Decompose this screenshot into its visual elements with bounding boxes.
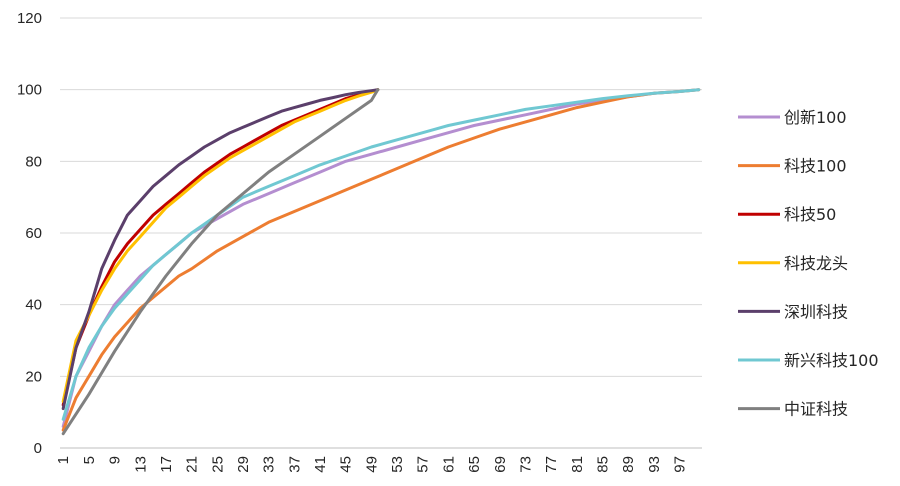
series-line-0 xyxy=(61,88,701,428)
y-tick-label: 100 xyxy=(17,82,42,99)
x-tick-label: 69 xyxy=(492,456,509,473)
x-tick-label: 85 xyxy=(594,456,611,473)
series-line-2 xyxy=(61,88,380,407)
x-tick-label: 73 xyxy=(517,456,534,473)
legend-label: 新兴科技100 xyxy=(784,351,879,370)
y-tick-label: 80 xyxy=(25,153,42,170)
x-tick-label: 45 xyxy=(338,456,355,473)
gridlines xyxy=(60,17,702,377)
x-tick-label: 17 xyxy=(158,456,175,473)
x-tick-label: 33 xyxy=(261,456,278,473)
x-tick-label: 9 xyxy=(107,456,124,464)
x-tick-label: 53 xyxy=(389,456,406,473)
x-tick-label: 13 xyxy=(132,456,149,473)
x-tick-label: 37 xyxy=(286,456,303,473)
x-tick-label: 81 xyxy=(569,456,586,473)
legend-label: 创新100 xyxy=(784,108,847,127)
legend-label: 科技50 xyxy=(784,205,836,224)
x-tick-label: 61 xyxy=(440,456,457,473)
x-tick-label: 5 xyxy=(81,456,98,464)
series-lines xyxy=(61,88,701,436)
legend-label: 中证科技 xyxy=(784,400,848,419)
y-tick-label: 20 xyxy=(25,368,42,385)
y-tick-label: 60 xyxy=(25,225,42,242)
y-tick-label: 0 xyxy=(34,440,42,457)
series-line-4 xyxy=(61,88,380,411)
legend-label: 科技100 xyxy=(784,157,847,176)
legend-label: 深圳科技 xyxy=(784,302,848,321)
y-axis-tick-labels: 0 20 40 60 80 100 120 xyxy=(17,10,42,457)
x-tick-label: 77 xyxy=(543,456,560,473)
series-line-5 xyxy=(61,88,701,421)
x-tick-label: 97 xyxy=(672,456,689,473)
x-tick-label: 21 xyxy=(184,456,201,473)
x-tick-label: 93 xyxy=(646,456,663,473)
x-tick-label: 65 xyxy=(466,456,483,473)
series-line-1 xyxy=(61,88,701,432)
x-tick-label: 41 xyxy=(312,456,329,473)
x-tick-label: 57 xyxy=(415,456,432,473)
legend-label: 科技龙头 xyxy=(784,254,848,273)
series-line-6 xyxy=(61,88,380,436)
x-tick-label: 25 xyxy=(209,456,226,473)
x-tick-label: 1 xyxy=(55,456,72,464)
x-tick-label: 49 xyxy=(363,456,380,473)
x-axis-tick-labels: 1 5 9 13 17 21 25 29 33 37 41 45 49 53 57 61 65 69 73 77 81 8… xyxy=(55,456,688,473)
series-line-3 xyxy=(61,88,380,403)
x-tick-label: 89 xyxy=(620,456,637,473)
y-tick-label: 120 xyxy=(17,10,42,27)
x-tick-label: 29 xyxy=(235,456,252,473)
y-tick-label: 40 xyxy=(25,297,42,314)
